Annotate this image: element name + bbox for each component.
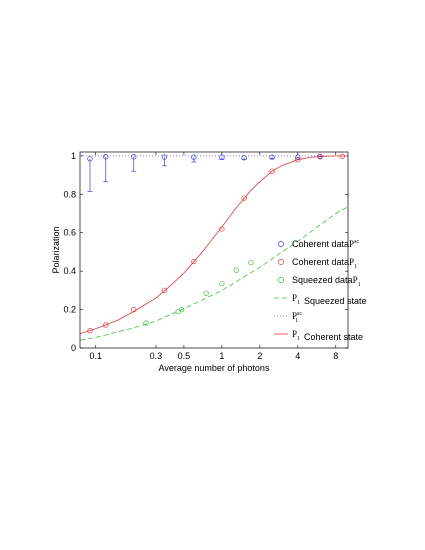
y-tick-label: 0.8 bbox=[63, 189, 76, 199]
data-point bbox=[219, 280, 225, 287]
x-tick-label: 0.3 bbox=[150, 351, 163, 361]
data-point bbox=[161, 154, 168, 160]
data-point bbox=[131, 154, 137, 160]
series-line bbox=[79, 206, 349, 341]
legend-subscript: 1 bbox=[297, 300, 300, 306]
data-point bbox=[179, 306, 185, 313]
legend-label: Squeezed dataP1 bbox=[292, 275, 361, 288]
series-layer bbox=[79, 153, 349, 341]
legend-marker-swatch bbox=[278, 259, 284, 265]
legend-symbol: P bbox=[349, 239, 354, 249]
legend-symbol: P bbox=[292, 329, 297, 339]
y-tick-label: 1 bbox=[71, 151, 76, 161]
plot-background bbox=[80, 152, 348, 348]
y-tick-label: 0.6 bbox=[63, 228, 76, 238]
x-tick-label: 8 bbox=[333, 351, 338, 361]
data-point bbox=[203, 290, 209, 296]
x-tick-label: 2 bbox=[257, 351, 262, 361]
legend-subscript: 1 bbox=[295, 318, 298, 324]
legend-label: Psc 1 bbox=[292, 311, 302, 324]
plot-frame bbox=[79, 151, 349, 349]
series-0 bbox=[87, 153, 323, 192]
y-tick-label: 0.2 bbox=[63, 305, 76, 315]
series-1 bbox=[87, 153, 345, 334]
x-axis-label: Average number of photons bbox=[159, 363, 270, 373]
tick-labels: 0.1 0.3 0.5 1 2 4 8 0 0.2 0.4 0.6 0.8 1 bbox=[63, 151, 338, 361]
legend-name: Coherent data bbox=[292, 239, 349, 249]
legend-label: P1 Coherent state bbox=[292, 329, 363, 342]
data-point bbox=[87, 156, 93, 162]
data-point bbox=[295, 157, 301, 163]
y-axis-label: Polarization bbox=[51, 226, 61, 273]
data-point bbox=[143, 320, 149, 326]
data-point bbox=[219, 154, 225, 160]
legend-label: Coherent dataP1 bbox=[292, 257, 357, 270]
data-point bbox=[269, 168, 275, 174]
legend-subscript: 1 bbox=[354, 264, 357, 270]
legend-entry: Coherent dataPsc bbox=[278, 239, 359, 249]
legend-entry: P1 Squeezed state bbox=[274, 293, 367, 306]
data-point bbox=[233, 267, 239, 273]
y-tick-label: 0.4 bbox=[63, 266, 76, 276]
data-point bbox=[87, 328, 93, 334]
data-point bbox=[241, 155, 247, 161]
legend-subscript: 1 bbox=[297, 336, 300, 342]
legend-symbol: P bbox=[349, 257, 354, 267]
x-tick-label: 0.1 bbox=[89, 351, 102, 361]
legend-entry: Psc 1 bbox=[274, 311, 302, 324]
series-5 bbox=[79, 155, 348, 334]
data-point bbox=[295, 154, 301, 160]
series-3 bbox=[79, 206, 349, 341]
data-point bbox=[248, 259, 254, 266]
data-point bbox=[191, 154, 197, 160]
legend-subscript: 1 bbox=[358, 282, 361, 288]
x-tick-label: 0.5 bbox=[178, 351, 191, 361]
data-point bbox=[161, 287, 168, 294]
legend-superscript: sc bbox=[297, 311, 302, 317]
data-point bbox=[103, 322, 109, 328]
legend-label: P1 Squeezed state bbox=[292, 293, 367, 306]
legend-name: Squeezed state bbox=[304, 296, 367, 306]
series-line bbox=[79, 155, 348, 334]
legend-label: Coherent dataPsc bbox=[292, 239, 359, 249]
legend-superscript: sc bbox=[354, 239, 359, 245]
legend-entry: P1 Coherent state bbox=[274, 329, 363, 342]
data-point bbox=[269, 154, 275, 160]
y-tick-label: 0 bbox=[71, 343, 76, 353]
legend-marker-swatch bbox=[278, 277, 284, 283]
legend-entry: Coherent dataP1 bbox=[278, 257, 357, 270]
legend-name: Squeezed data bbox=[292, 275, 353, 285]
data-point bbox=[317, 154, 323, 160]
series-2 bbox=[143, 259, 254, 326]
data-point bbox=[241, 195, 247, 201]
data-point bbox=[131, 306, 137, 313]
x-tick-label: 1 bbox=[219, 351, 224, 361]
data-point bbox=[103, 154, 109, 160]
data-point bbox=[339, 153, 345, 159]
legend-symbol: P bbox=[292, 311, 297, 321]
legend-marker-swatch bbox=[278, 241, 284, 247]
legend-name: Coherent data bbox=[292, 257, 349, 267]
legend-symbol: P bbox=[292, 293, 297, 303]
legend-symbol: P bbox=[353, 275, 358, 285]
x-tick-label: 4 bbox=[295, 351, 300, 361]
legend-name: Coherent state bbox=[304, 332, 363, 342]
legend-entry: Squeezed dataP1 bbox=[278, 275, 361, 288]
data-point bbox=[191, 258, 197, 265]
data-point bbox=[219, 226, 225, 232]
